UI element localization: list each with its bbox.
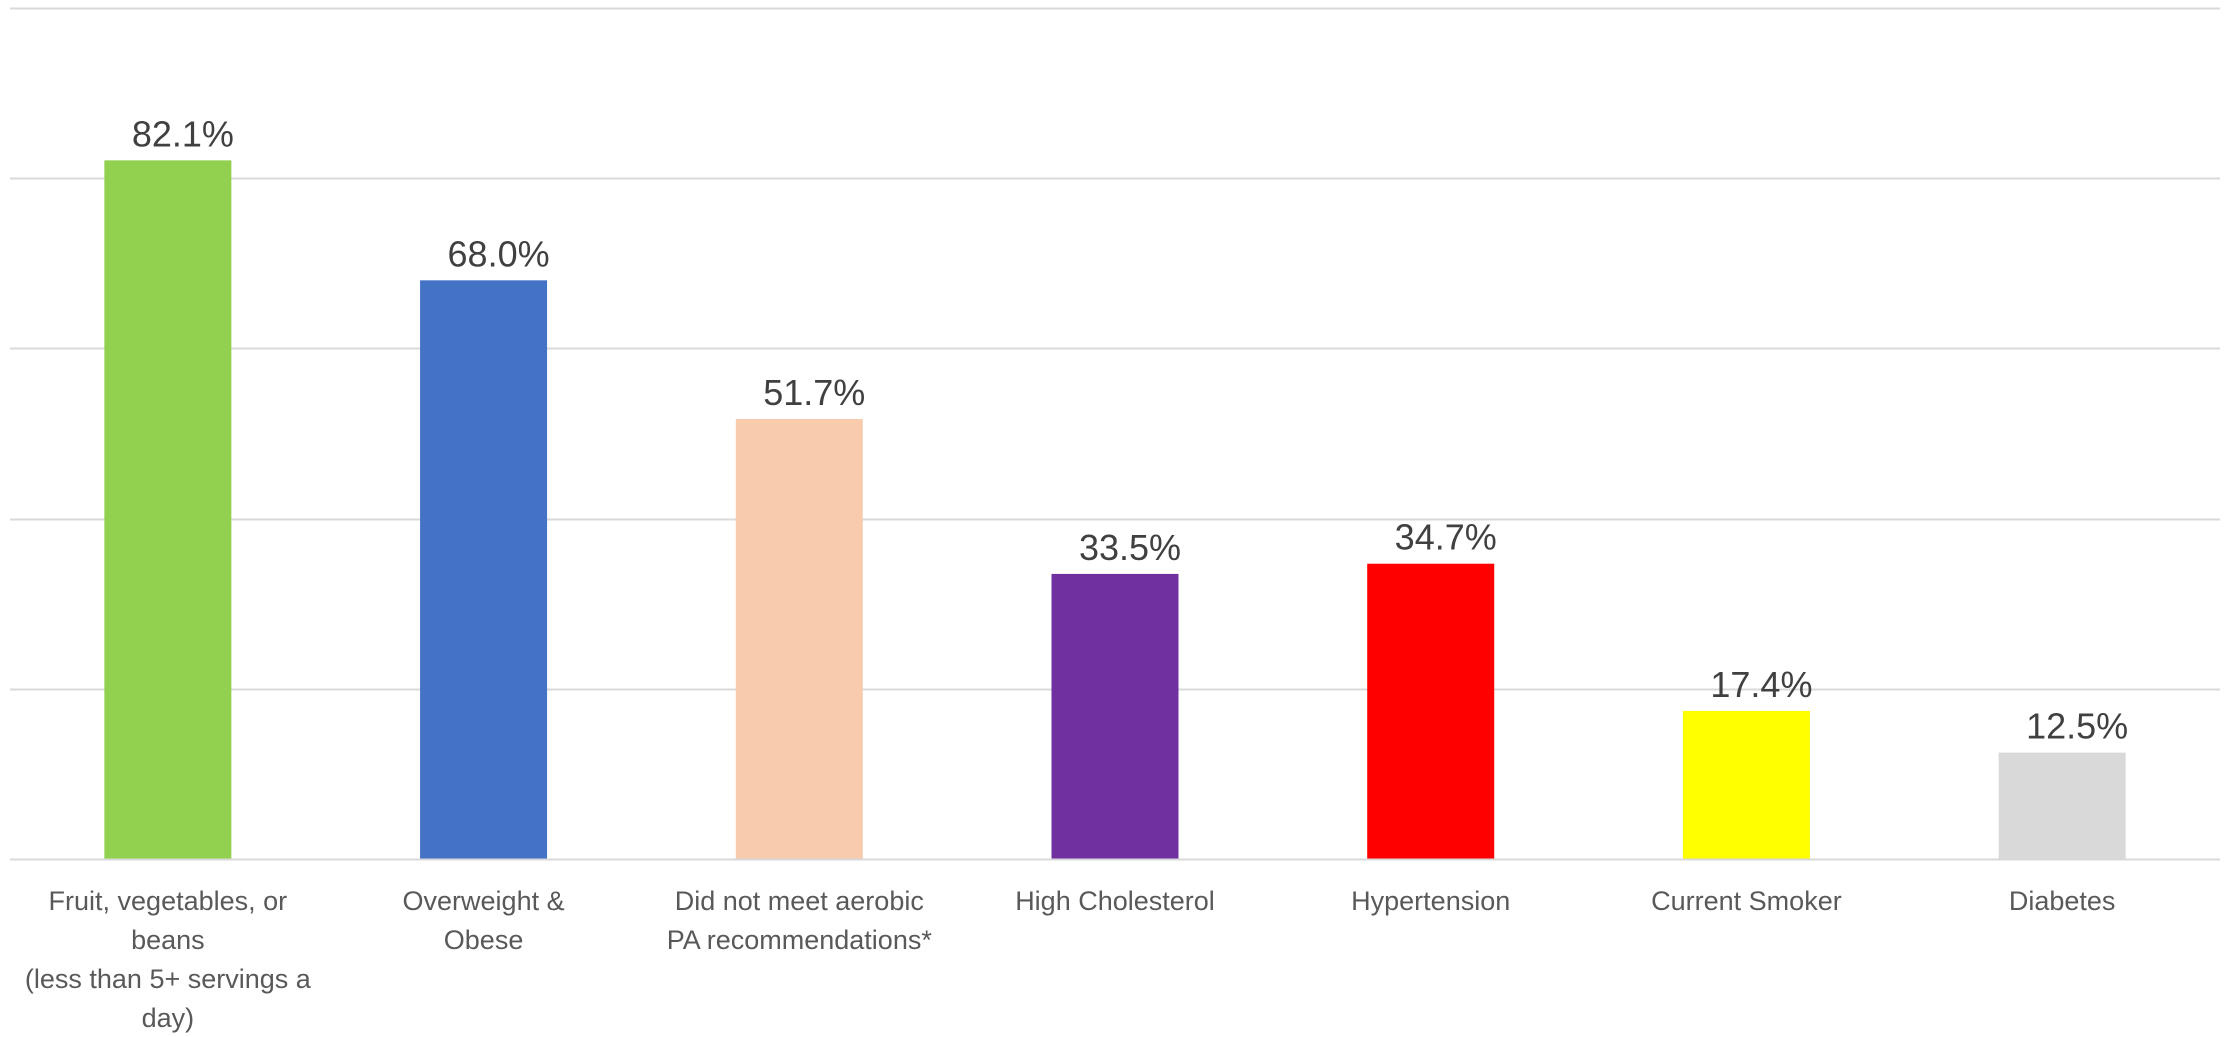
category-label-line: High Cholesterol bbox=[1015, 886, 1215, 916]
bar bbox=[1051, 573, 1179, 859]
category-label-line: Hypertension bbox=[1351, 886, 1510, 916]
data-label: 33.5% bbox=[1079, 527, 1181, 568]
category-label: Hypertension bbox=[1351, 886, 1510, 916]
category-label-line: PA recommendations* bbox=[667, 925, 933, 955]
data-label: 34.7% bbox=[1395, 517, 1497, 558]
category-label: High Cholesterol bbox=[1015, 886, 1215, 916]
bar bbox=[735, 419, 863, 859]
category-label-line: day) bbox=[142, 1003, 195, 1033]
category-label: Diabetes bbox=[2009, 886, 2116, 916]
bar bbox=[1367, 563, 1495, 859]
category-label-line: (less than 5+ servings a bbox=[25, 964, 312, 994]
category-label-line: Did not meet aerobic bbox=[675, 886, 924, 916]
category-label-line: Diabetes bbox=[2009, 886, 2116, 916]
bar bbox=[1998, 752, 2126, 859]
category-label: Overweight & Obese bbox=[403, 886, 565, 955]
bars bbox=[104, 160, 2126, 860]
bar bbox=[1682, 710, 1810, 859]
category-label-line: Overweight & bbox=[403, 886, 565, 916]
category-label-line: Current Smoker bbox=[1651, 886, 1842, 916]
category-label: Did not meet aerobic PA recommendations* bbox=[667, 886, 933, 955]
data-label: 12.5% bbox=[2026, 706, 2128, 747]
category-label: Fruit, vegetables, or beans (less than 5+ … bbox=[25, 886, 312, 1033]
bar bbox=[104, 160, 232, 860]
category-label-line: beans bbox=[131, 925, 205, 955]
bar bbox=[420, 280, 548, 859]
data-label: 82.1% bbox=[132, 113, 234, 154]
category-label-line: Obese bbox=[444, 925, 524, 955]
gridlines bbox=[10, 7, 2220, 691]
data-label: 17.4% bbox=[1710, 664, 1812, 705]
data-label: 51.7% bbox=[763, 372, 865, 413]
category-label: Current Smoker bbox=[1651, 886, 1842, 916]
data-label: 68.0% bbox=[448, 233, 550, 274]
value-labels: 82.1% 68.0% 51.7% 33.5% 34.7% 17.4% 12.5% bbox=[132, 113, 2128, 746]
category-label-line: Fruit, vegetables, or bbox=[49, 886, 288, 916]
category-labels: Fruit, vegetables, or beans (less than 5+ … bbox=[25, 886, 2116, 1033]
